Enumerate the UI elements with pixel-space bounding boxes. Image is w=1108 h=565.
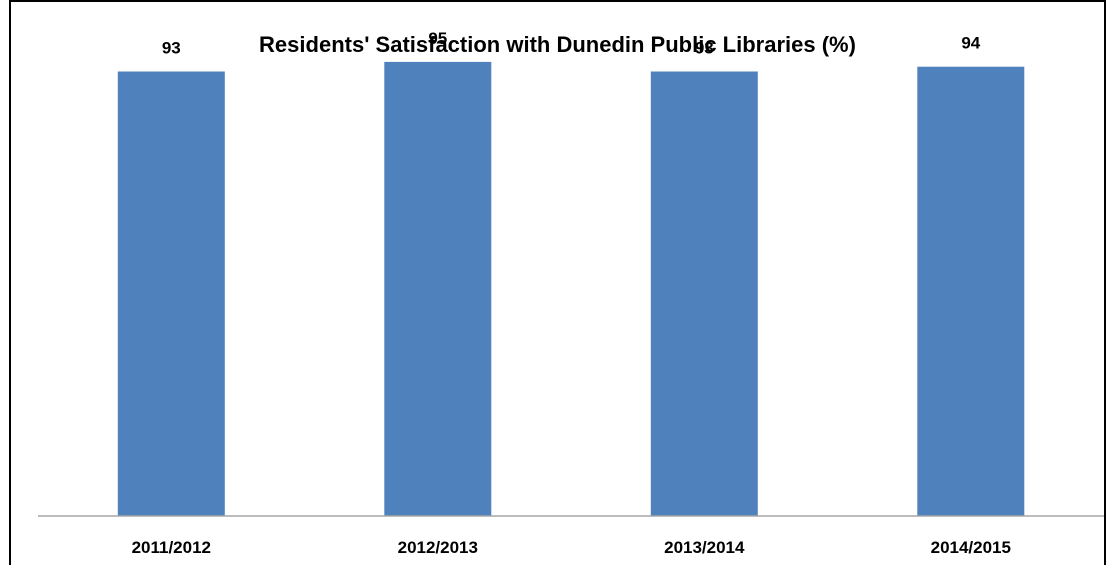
chart-title: Residents' Satisfaction with Dunedin Pub… [259, 32, 856, 57]
data-label-2014-2015: 94 [961, 34, 980, 53]
bar-2011-2012 [117, 71, 225, 516]
x-tick-label-2013-2014: 2013/2014 [664, 538, 745, 557]
data-label-2013-2014: 93 [695, 39, 714, 58]
x-tick-label-2012-2013: 2012/2013 [398, 538, 478, 557]
x-tick-label-2011-2012: 2011/2012 [132, 538, 211, 557]
x-tick-label-2014-2015: 2014/2015 [931, 538, 1011, 557]
bar-2013-2014 [650, 71, 758, 516]
bar-2014-2015 [917, 66, 1025, 516]
bar-2012-2013 [384, 61, 492, 517]
data-label-2011-2012: 93 [162, 39, 181, 58]
data-label-2012-2013: 95 [428, 29, 447, 48]
